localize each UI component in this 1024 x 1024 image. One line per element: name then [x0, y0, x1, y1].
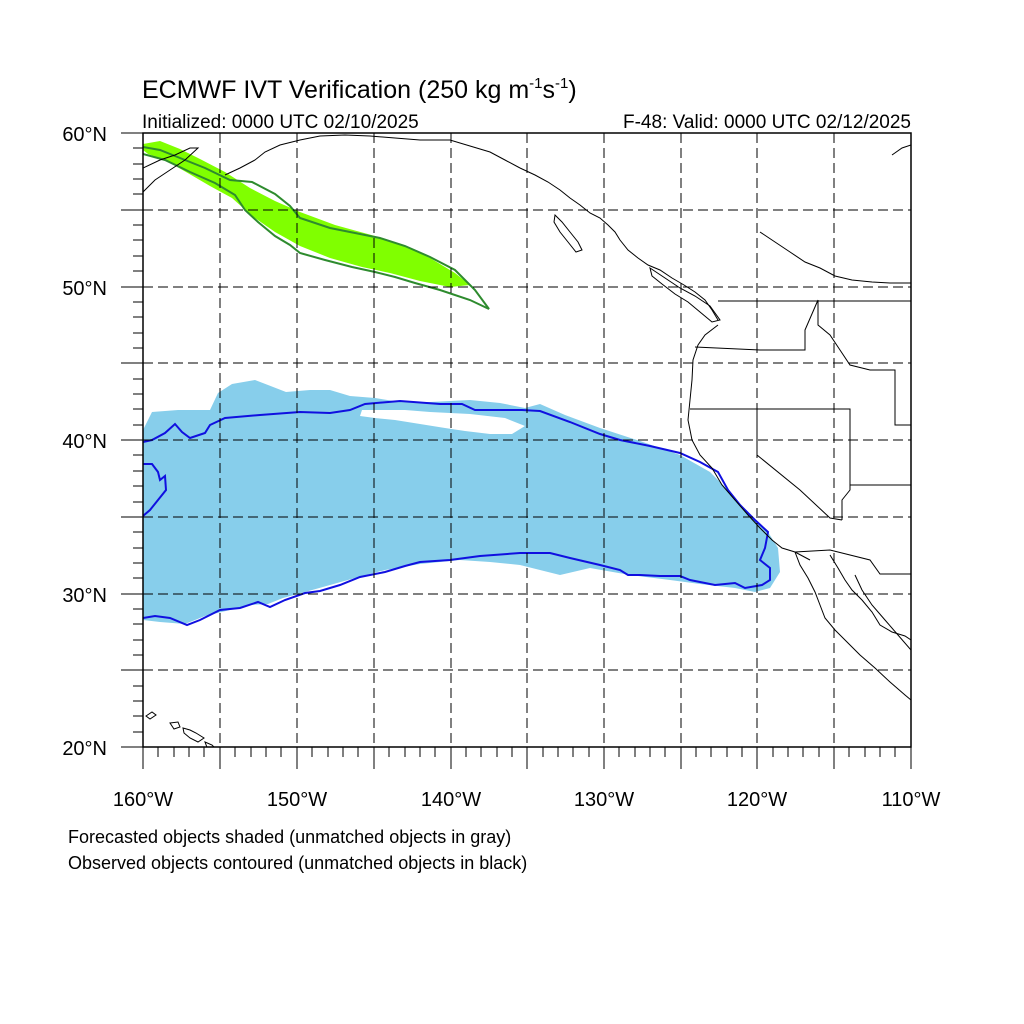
figure-title: ECMWF IVT Verification (250 kg m-1s-1)	[142, 75, 577, 104]
lon-ticks	[142, 747, 912, 769]
lon-label-130w: 130°W	[574, 789, 634, 811]
lat-label-30n: 30°N	[62, 585, 107, 607]
observed-object-south	[143, 399, 771, 627]
lon-label-150w: 150°W	[267, 789, 327, 811]
coastline-alaska-peninsula	[143, 147, 200, 193]
coastline-baja-east	[829, 554, 911, 641]
lon-label-140w: 140°W	[421, 789, 481, 811]
border-ca-nv	[756, 409, 843, 521]
coastline-hawaii-1	[145, 711, 157, 720]
coastline-hawaii-3	[182, 727, 205, 743]
lat-label-20n: 20°N	[62, 738, 107, 760]
border-id-mt	[817, 300, 911, 426]
lon-minor-ticks	[157, 747, 896, 757]
lat-label-50n: 50°N	[62, 278, 107, 300]
coastline-haida-gwaii	[553, 213, 583, 253]
lon-label-110w: 110°W	[882, 789, 941, 811]
lat-label-60n: 60°N	[62, 124, 107, 146]
observed-object-south-west-lobe	[143, 463, 168, 517]
graticule	[143, 133, 911, 747]
coastline-hawaii-2	[169, 721, 181, 730]
lon-label-120w: 120°W	[727, 789, 787, 811]
lat-ticks	[121, 132, 143, 748]
coastline-alaska-gulf	[224, 134, 521, 176]
coastline-nw-corner	[891, 144, 911, 156]
border-or-ca	[690, 408, 911, 486]
coastline-vancouver-island	[649, 266, 721, 323]
forecast-south-gap	[360, 410, 525, 434]
coastline-hudson-bay-sw	[759, 231, 911, 284]
coastline-alaska-panhandle	[519, 167, 719, 321]
border-nv-az	[841, 409, 851, 520]
init-time-label: Initialized: 0000 UTC 02/10/2025	[142, 112, 419, 133]
border-us-mexico	[794, 549, 911, 575]
lon-label-160w: 160°W	[113, 789, 173, 811]
coastline-us-west	[687, 324, 811, 561]
border-or-wa	[694, 299, 819, 351]
lat-minor-ticks	[133, 147, 143, 733]
coastline-baja-west	[794, 551, 911, 701]
coastline-mexico-mainland	[854, 574, 911, 651]
coastlines	[143, 134, 911, 747]
caption-forecast: Forecasted objects shaded (unmatched obj…	[68, 827, 511, 847]
plot-area	[143, 133, 911, 747]
observed-object-north	[143, 146, 490, 310]
caption-observed: Observed objects contoured (unmatched ob…	[68, 853, 527, 873]
coastline-hawaii-4	[204, 741, 215, 747]
lat-label-40n: 40°N	[62, 431, 107, 453]
valid-time-label: F-48: Valid: 0000 UTC 02/12/2025	[623, 112, 911, 133]
